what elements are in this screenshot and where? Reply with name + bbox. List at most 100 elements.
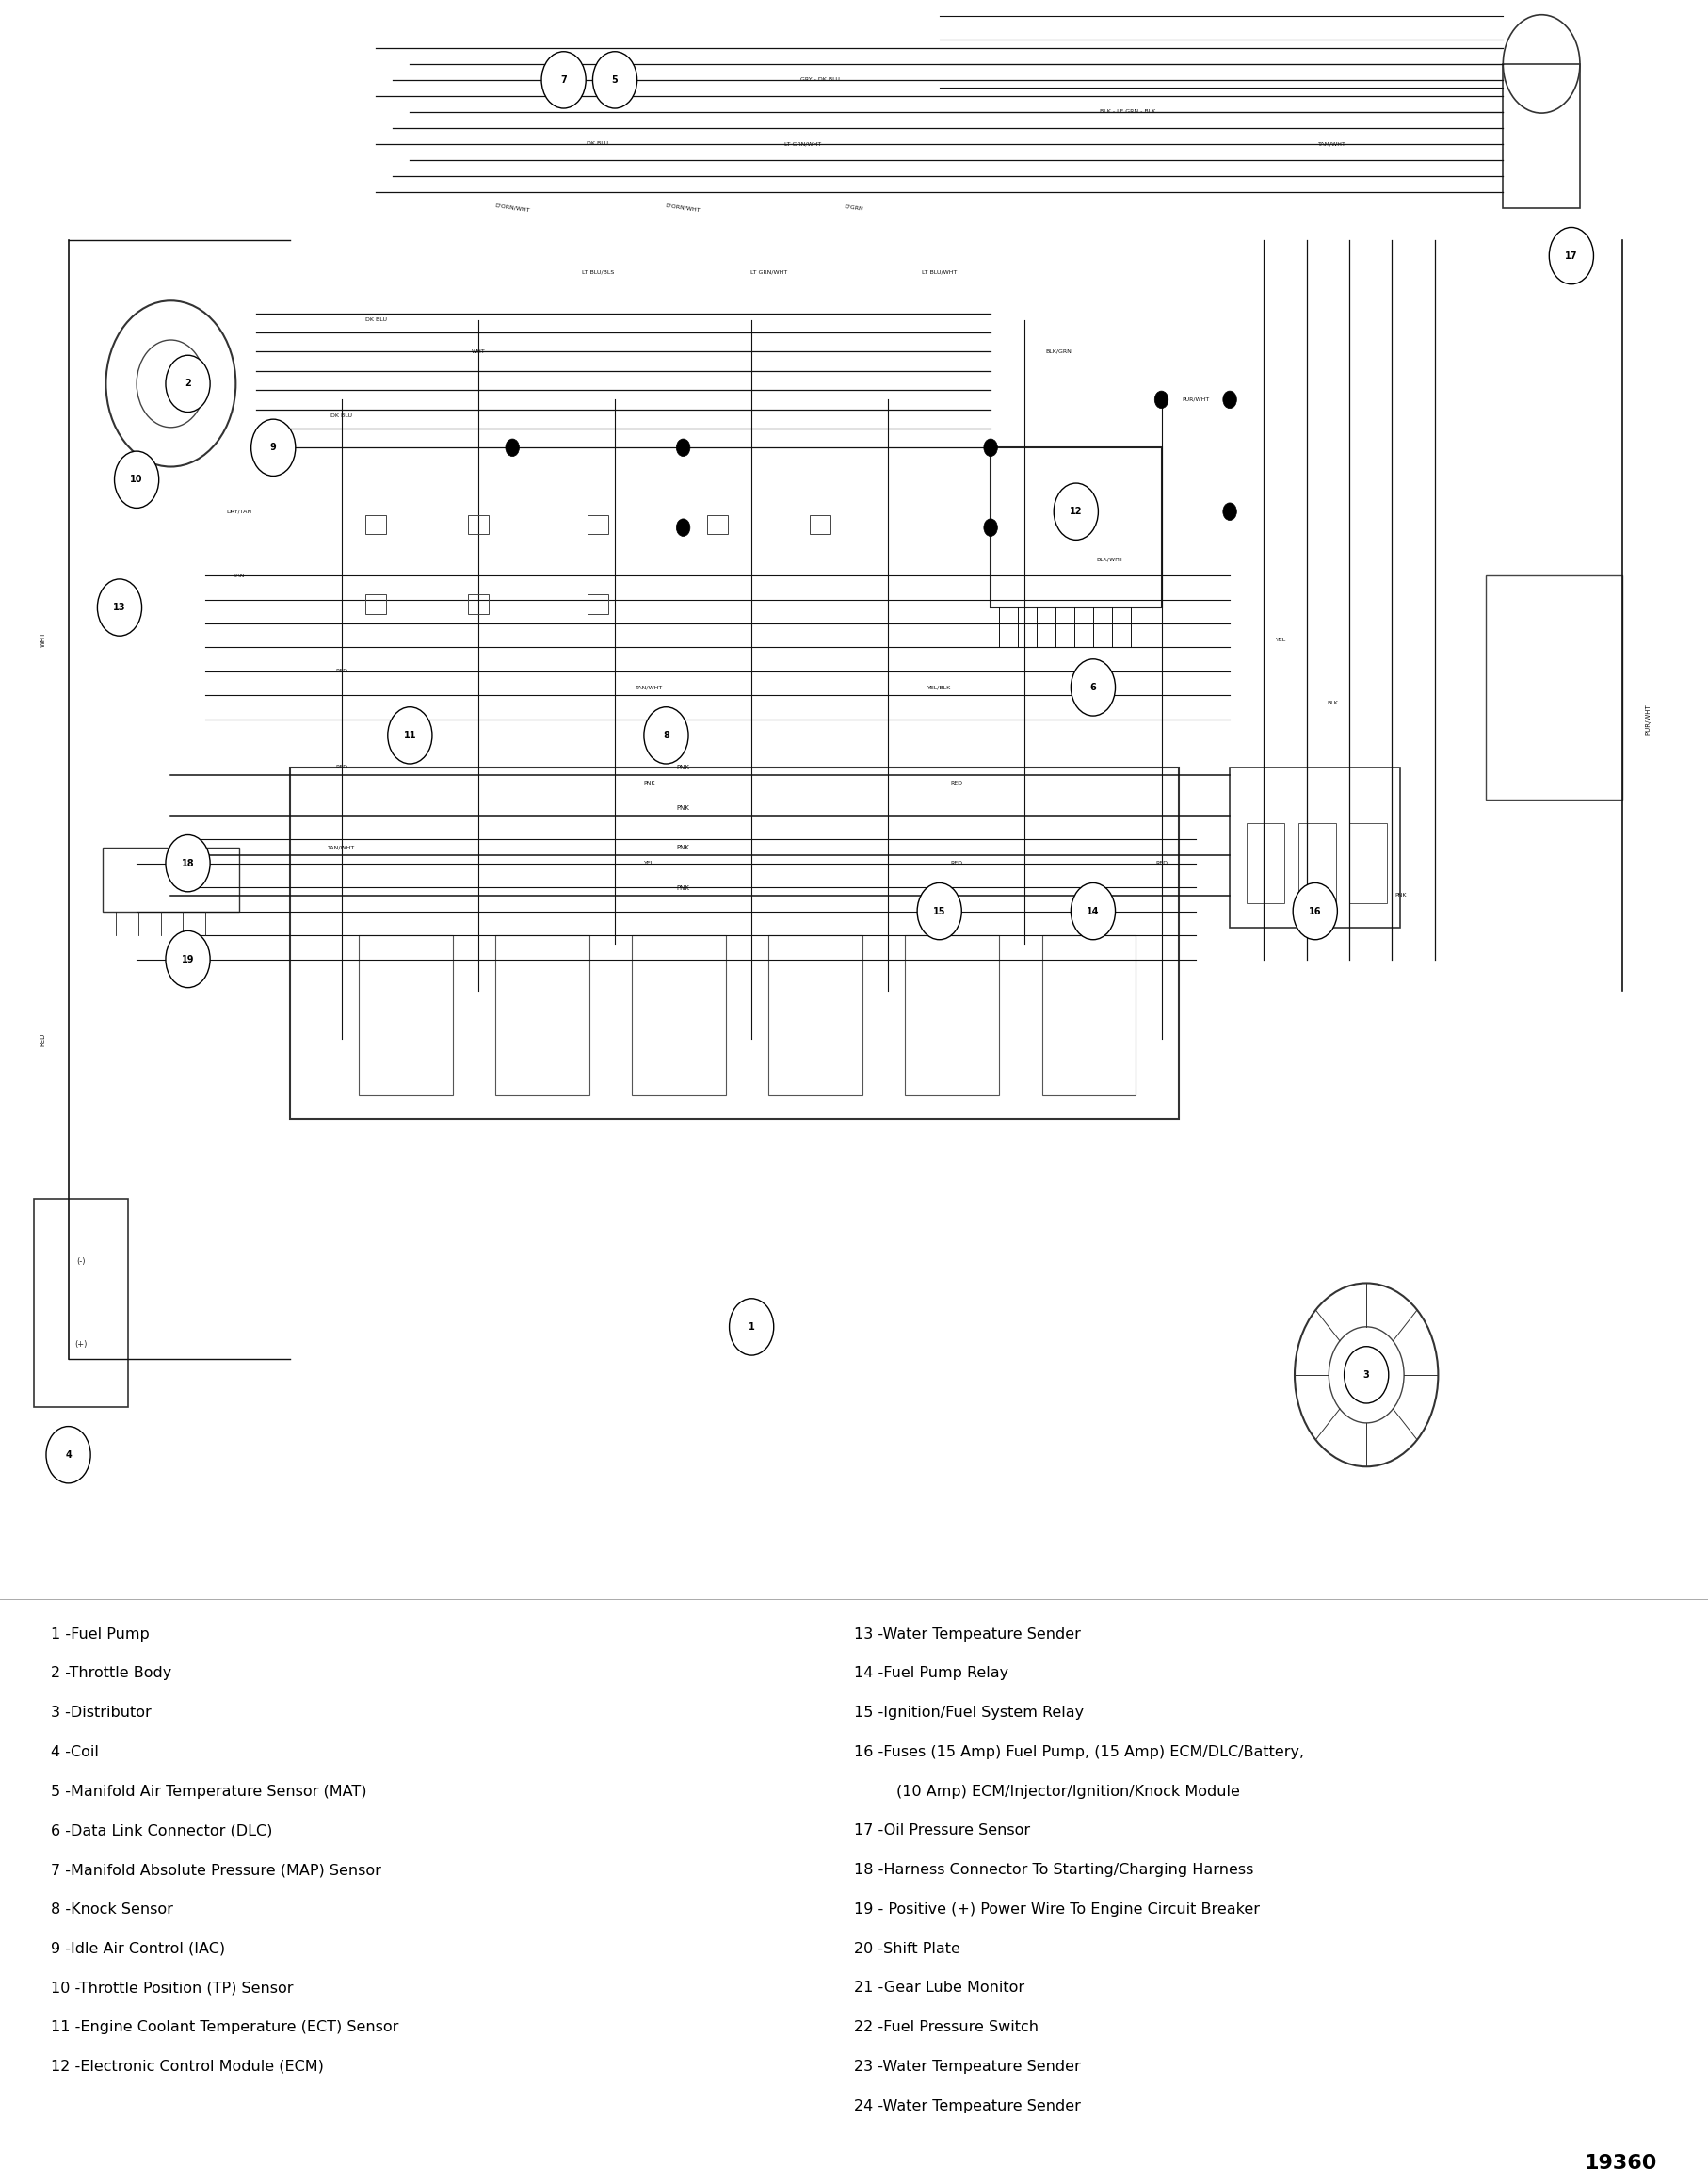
Circle shape xyxy=(1223,391,1237,408)
Text: 23 -Water Tempeature Sender: 23 -Water Tempeature Sender xyxy=(854,2060,1081,2073)
Text: 17 -Oil Pressure Sensor: 17 -Oil Pressure Sensor xyxy=(854,1824,1030,1837)
Bar xyxy=(468,594,488,614)
Text: 11 -Engine Coolant Temperature (ECT) Sensor: 11 -Engine Coolant Temperature (ECT) Sen… xyxy=(51,2020,400,2033)
Text: RED: RED xyxy=(1155,860,1168,865)
Text: BLK/GRN: BLK/GRN xyxy=(1045,349,1073,354)
Bar xyxy=(1247,823,1284,904)
Text: BLK - LF GRN - BLK: BLK - LF GRN - BLK xyxy=(1100,109,1155,114)
Circle shape xyxy=(1549,227,1594,284)
Text: BLK: BLK xyxy=(1327,701,1337,705)
Bar xyxy=(495,935,589,1094)
Text: 4 -Coil: 4 -Coil xyxy=(51,1745,99,1758)
Circle shape xyxy=(166,834,210,891)
Circle shape xyxy=(644,708,688,764)
Bar xyxy=(359,935,453,1094)
Text: D'ORN/WHT: D'ORN/WHT xyxy=(495,203,529,212)
Text: PNK: PNK xyxy=(676,845,690,850)
Text: 6 -Data Link Connector (DLC): 6 -Data Link Connector (DLC) xyxy=(51,1824,273,1837)
Text: RED: RED xyxy=(950,782,963,786)
Text: 9: 9 xyxy=(270,443,277,452)
Circle shape xyxy=(166,356,210,413)
Circle shape xyxy=(676,439,690,456)
Circle shape xyxy=(506,439,519,456)
Text: D'ORN/WHT: D'ORN/WHT xyxy=(666,203,700,212)
Text: RED: RED xyxy=(39,1033,46,1046)
Text: (+): (+) xyxy=(75,1341,87,1350)
Text: 14: 14 xyxy=(1086,906,1100,915)
Circle shape xyxy=(1054,483,1098,539)
Text: 16: 16 xyxy=(1308,906,1322,915)
Text: 2: 2 xyxy=(184,380,191,389)
Text: YEL: YEL xyxy=(644,860,654,865)
Circle shape xyxy=(97,579,142,636)
Text: WHT: WHT xyxy=(39,631,46,646)
Bar xyxy=(991,448,1161,607)
Text: 17: 17 xyxy=(1565,251,1578,260)
Text: DK BLU: DK BLU xyxy=(588,142,608,146)
Bar xyxy=(290,767,1179,1118)
Text: 19360: 19360 xyxy=(1583,2153,1657,2173)
Bar xyxy=(588,515,608,533)
Text: 19 - Positive (+) Power Wire To Engine Circuit Breaker: 19 - Positive (+) Power Wire To Engine C… xyxy=(854,1902,1261,1915)
Circle shape xyxy=(984,520,997,537)
Text: RED: RED xyxy=(950,860,963,865)
Text: D'GRN: D'GRN xyxy=(844,203,864,212)
Text: PUR/WHT: PUR/WHT xyxy=(1645,703,1652,734)
Circle shape xyxy=(1223,502,1237,520)
Bar xyxy=(1298,823,1336,904)
Text: 2 -Throttle Body: 2 -Throttle Body xyxy=(51,1666,173,1679)
Circle shape xyxy=(166,930,210,987)
Text: LT BLU/BLS: LT BLU/BLS xyxy=(582,269,613,275)
Bar xyxy=(1042,935,1136,1094)
Text: PNK: PNK xyxy=(644,782,654,786)
Text: TAN/WHT: TAN/WHT xyxy=(328,845,355,850)
Bar xyxy=(588,594,608,614)
Circle shape xyxy=(1344,1348,1389,1404)
Text: 7: 7 xyxy=(560,74,567,85)
Circle shape xyxy=(729,1299,774,1356)
Bar xyxy=(905,935,999,1094)
Text: 16 -Fuses (15 Amp) Fuel Pump, (15 Amp) ECM/DLC/Battery,: 16 -Fuses (15 Amp) Fuel Pump, (15 Amp) E… xyxy=(854,1745,1305,1758)
Text: TAN: TAN xyxy=(234,572,244,579)
Bar xyxy=(769,935,863,1094)
Text: LT BLU/WHT: LT BLU/WHT xyxy=(922,269,956,275)
Bar xyxy=(632,935,726,1094)
Text: 12: 12 xyxy=(1069,507,1083,515)
Text: 10 -Throttle Position (TP) Sensor: 10 -Throttle Position (TP) Sensor xyxy=(51,1981,294,1994)
Text: 22 -Fuel Pressure Switch: 22 -Fuel Pressure Switch xyxy=(854,2020,1038,2033)
Bar xyxy=(1486,577,1623,799)
Text: 5 -Manifold Air Temperature Sensor (MAT): 5 -Manifold Air Temperature Sensor (MAT) xyxy=(51,1784,367,1797)
Circle shape xyxy=(1071,660,1115,716)
Text: 15: 15 xyxy=(933,906,946,915)
Text: 13: 13 xyxy=(113,603,126,612)
Text: DRY/TAN: DRY/TAN xyxy=(227,509,251,513)
Text: (10 Amp) ECM/Injector/Ignition/Knock Module: (10 Amp) ECM/Injector/Ignition/Knock Mod… xyxy=(897,1784,1240,1797)
Circle shape xyxy=(984,439,997,456)
Text: PNK: PNK xyxy=(676,806,690,810)
Text: TAM/WHT: TAM/WHT xyxy=(1319,142,1346,146)
Bar xyxy=(1230,767,1401,928)
Text: PNK: PNK xyxy=(676,764,690,771)
Bar xyxy=(468,515,488,533)
Text: 24 -Water Tempeature Sender: 24 -Water Tempeature Sender xyxy=(854,2099,1081,2112)
Text: 21 -Gear Lube Monitor: 21 -Gear Lube Monitor xyxy=(854,1981,1025,1994)
Text: 11: 11 xyxy=(403,732,417,740)
Text: 6: 6 xyxy=(1090,684,1097,692)
Text: PNK: PNK xyxy=(1395,893,1406,898)
Text: DK BLU: DK BLU xyxy=(331,413,352,417)
Circle shape xyxy=(46,1426,91,1483)
Circle shape xyxy=(1071,882,1115,939)
Circle shape xyxy=(917,882,962,939)
Text: RED: RED xyxy=(335,668,348,675)
Text: PUR/WHT: PUR/WHT xyxy=(1182,397,1209,402)
Circle shape xyxy=(1155,391,1168,408)
Text: 18: 18 xyxy=(181,858,195,867)
Circle shape xyxy=(114,452,159,509)
Text: 4: 4 xyxy=(65,1450,72,1459)
Bar xyxy=(1349,823,1387,904)
Text: 8: 8 xyxy=(663,732,670,740)
Text: 18 -Harness Connector To Starting/Charging Harness: 18 -Harness Connector To Starting/Chargi… xyxy=(854,1863,1254,1876)
Text: GRY - DK BLU: GRY - DK BLU xyxy=(799,79,840,83)
Text: 15 -Ignition/Fuel System Relay: 15 -Ignition/Fuel System Relay xyxy=(854,1706,1085,1719)
Text: 13 -Water Tempeature Sender: 13 -Water Tempeature Sender xyxy=(854,1627,1081,1640)
